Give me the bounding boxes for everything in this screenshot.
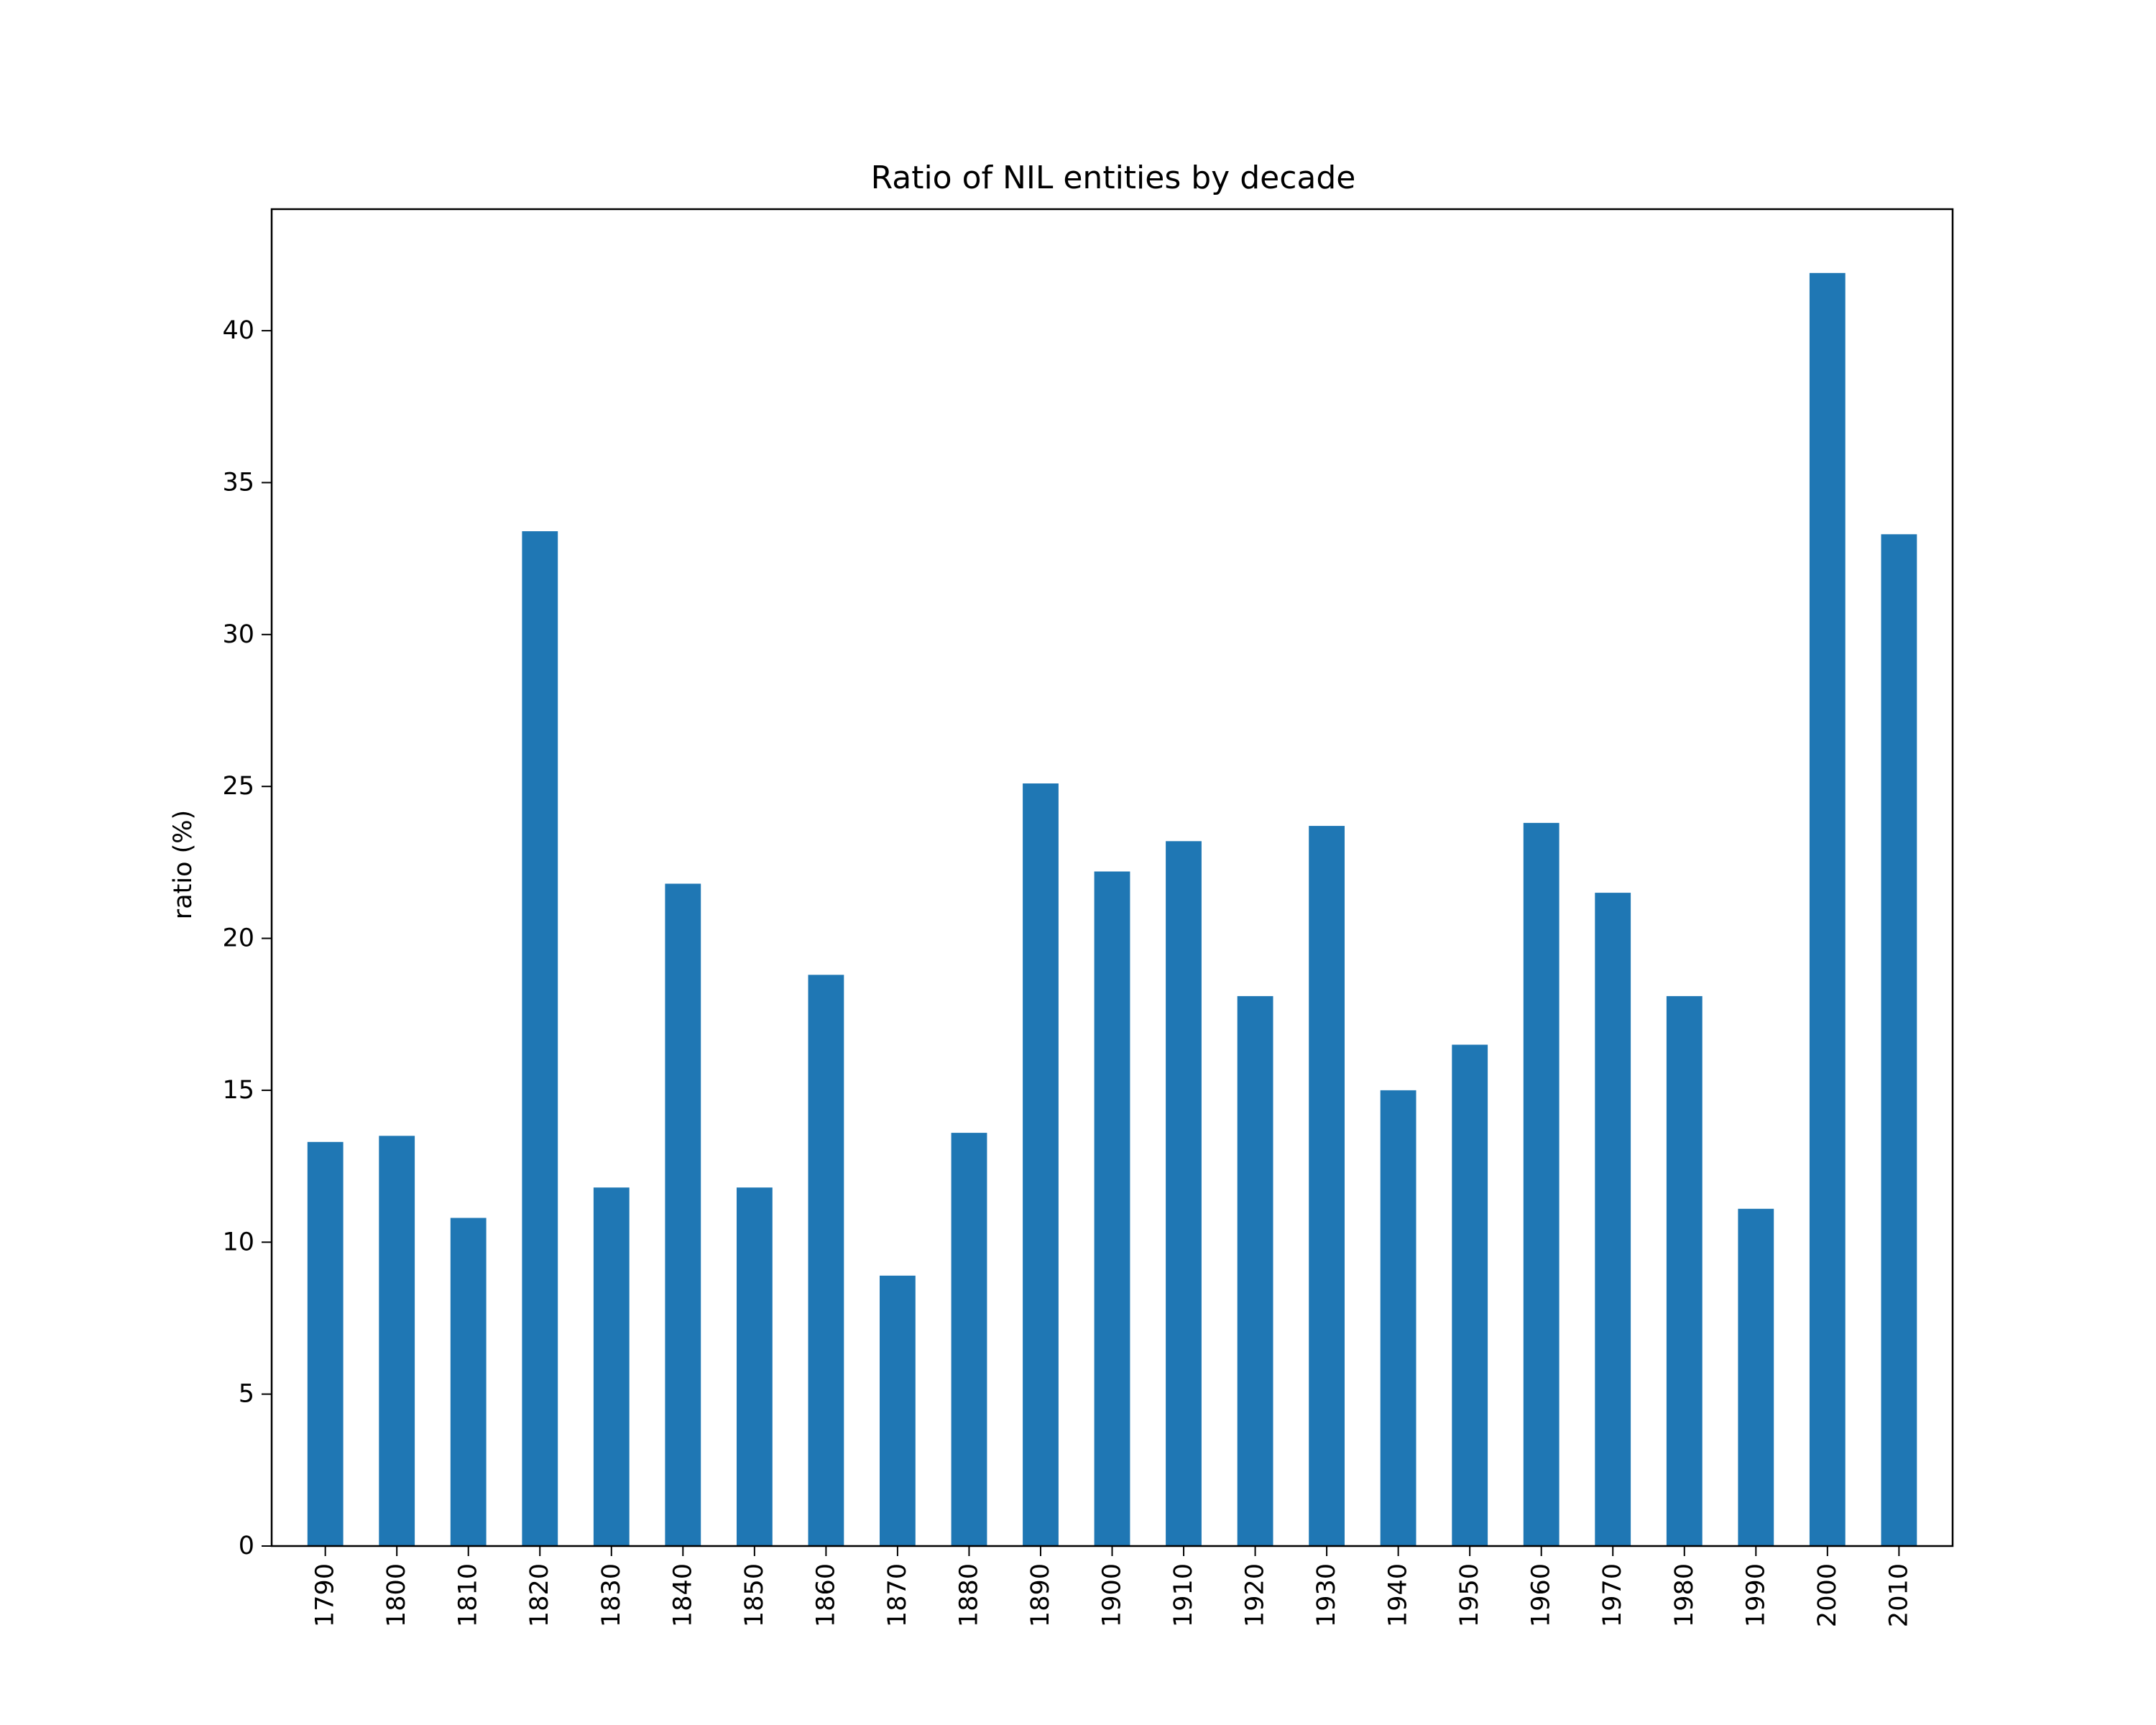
- x-tick-label-1830: 1830: [597, 1563, 626, 1627]
- x-tick-label-1990: 1990: [1741, 1563, 1770, 1627]
- bar-1980: [1666, 995, 1703, 1546]
- bar-1970: [1595, 893, 1631, 1546]
- y-tick-label-30: 30: [222, 620, 254, 649]
- bars-group: [307, 272, 1917, 1546]
- bar-1900: [1094, 871, 1130, 1546]
- x-tick-label-1970: 1970: [1598, 1563, 1627, 1627]
- chart-title: Ratio of NIL entities by decade: [871, 160, 1356, 196]
- x-tick-label-1950: 1950: [1455, 1563, 1484, 1627]
- x-tick-label-2000: 2000: [1813, 1563, 1842, 1627]
- y-tick-label-10: 10: [222, 1228, 254, 1256]
- y-tick-label-40: 40: [222, 316, 254, 345]
- bar-1860: [808, 975, 844, 1546]
- x-tick-label-1850: 1850: [740, 1563, 769, 1627]
- y-tick-label-25: 25: [222, 772, 254, 801]
- x-tick-label-1930: 1930: [1312, 1563, 1341, 1627]
- plot-frame: [270, 208, 1954, 1547]
- bar-1990: [1738, 1208, 1774, 1546]
- bar-1930: [1309, 826, 1345, 1546]
- x-axis: 1790 1800 1810 1820 1830 1840 1850 1860 1870 1880…: [311, 1546, 1913, 1627]
- y-tick-label-5: 5: [239, 1380, 254, 1409]
- x-tick-label-1910: 1910: [1169, 1563, 1198, 1627]
- y-tick-label-35: 35: [222, 469, 254, 497]
- y-tick-label-0: 0: [239, 1532, 254, 1560]
- x-tick-label-1870: 1870: [883, 1563, 912, 1627]
- x-tick-label-1800: 1800: [382, 1563, 411, 1627]
- x-tick-label-1940: 1940: [1384, 1563, 1413, 1627]
- bar-1800: [379, 1136, 415, 1546]
- bar-2000: [1809, 272, 1846, 1546]
- x-tick-label-1980: 1980: [1670, 1563, 1699, 1627]
- bar-1960: [1523, 822, 1560, 1546]
- x-tick-label-1900: 1900: [1098, 1563, 1127, 1627]
- x-tick-label-1840: 1840: [668, 1563, 697, 1627]
- x-tick-label-1890: 1890: [1026, 1563, 1055, 1627]
- y-axis-label: ratio (%): [169, 810, 198, 919]
- bar-1950: [1452, 1044, 1488, 1546]
- x-tick-label-1960: 1960: [1527, 1563, 1556, 1627]
- bar-1910: [1166, 841, 1202, 1546]
- bar-1820: [522, 531, 558, 1546]
- bar-1940: [1380, 1090, 1416, 1546]
- bar-1920: [1237, 995, 1273, 1546]
- bar-1890: [1023, 783, 1059, 1546]
- x-tick-label-1920: 1920: [1241, 1563, 1270, 1627]
- bar-1870: [880, 1275, 916, 1546]
- bar-1850: [737, 1187, 773, 1546]
- bar-1810: [450, 1218, 487, 1546]
- bar-1790: [307, 1141, 344, 1546]
- y-axis: 0 5 10 15 20 25 30 35 40: [222, 316, 272, 1560]
- x-tick-label-1880: 1880: [954, 1563, 983, 1627]
- bar-1880: [951, 1133, 987, 1546]
- bar-1830: [593, 1187, 630, 1546]
- x-tick-label-1790: 1790: [311, 1563, 340, 1627]
- y-tick-label-15: 15: [222, 1076, 254, 1105]
- x-tick-label-1810: 1810: [454, 1563, 483, 1627]
- y-tick-label-20: 20: [222, 924, 254, 953]
- x-tick-label-1820: 1820: [525, 1563, 554, 1627]
- x-tick-label-2010: 2010: [1884, 1563, 1913, 1627]
- bar-2010: [1881, 534, 1917, 1546]
- x-tick-label-1860: 1860: [811, 1563, 840, 1627]
- bar-1840: [665, 883, 701, 1546]
